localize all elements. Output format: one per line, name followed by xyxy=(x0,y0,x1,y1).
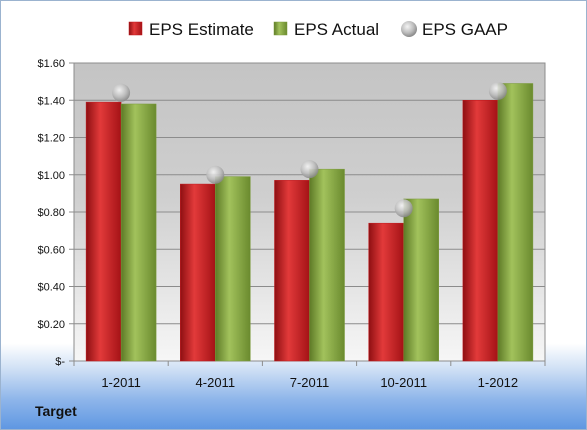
marker-eps-gaap xyxy=(206,165,225,184)
legend-entry-label: EPS Actual xyxy=(294,20,379,39)
y-tick-label: $1.00 xyxy=(37,170,65,182)
y-tick-label: $0.20 xyxy=(37,319,65,331)
y-tick-label: $1.20 xyxy=(37,133,65,145)
bars xyxy=(85,83,534,362)
marker-eps-gaap xyxy=(112,83,131,102)
bar-eps-actual xyxy=(403,198,439,362)
bar-eps-estimate xyxy=(368,222,404,362)
legend-swatch xyxy=(128,21,143,36)
y-tick-label: $1.40 xyxy=(37,95,65,107)
marker-eps-gaap xyxy=(300,160,319,179)
y-tick-label: $- xyxy=(55,356,65,368)
y-tick-label: $0.40 xyxy=(37,282,65,294)
x-tick-label: 4-2011 xyxy=(196,375,236,390)
bar-eps-actual xyxy=(497,83,534,362)
bar-eps-estimate xyxy=(274,180,310,362)
x-tick-label: 1-2011 xyxy=(101,375,141,390)
y-axis-ticks: $- $0.20 $0.40 $0.60 $0.80 $1.00 $1.20 $1.40 $1.… xyxy=(37,58,74,368)
legend-entry-label: EPS GAAP xyxy=(422,20,508,39)
y-tick-label: $0.80 xyxy=(37,207,65,219)
x-tick-label: 10-2011 xyxy=(380,375,427,390)
legend-swatch xyxy=(273,21,288,36)
bar-eps-estimate xyxy=(462,100,499,362)
bar-eps-estimate xyxy=(85,101,122,362)
y-tick-label: $0.60 xyxy=(37,244,65,256)
x-tick-label: 1-2012 xyxy=(478,375,518,390)
x-tick-label: 7-2011 xyxy=(290,375,330,390)
y-tick-label: $1.60 xyxy=(37,58,65,70)
marker-eps-gaap xyxy=(488,81,507,100)
eps-chart: $- $0.20 $0.40 $0.60 $0.80 $1.00 $1.20 $1.40 $1.… xyxy=(37,20,546,390)
x-axis-ticks: 1-2011 4-2011 7-2011 10-2011 1-2012 xyxy=(73,361,546,390)
legend: EPS Estimate EPS Actual EPS GAAP xyxy=(128,20,508,39)
bar-eps-actual xyxy=(215,176,251,362)
gaap-markers xyxy=(112,81,507,218)
legend-marker-eps-gaap xyxy=(401,21,417,37)
legend-entry-label: EPS Estimate xyxy=(149,20,254,39)
marker-eps-gaap xyxy=(394,199,413,218)
bar-eps-actual xyxy=(120,103,157,362)
bar-eps-estimate xyxy=(180,183,216,362)
bar-eps-actual xyxy=(309,168,345,362)
company-label: Target xyxy=(35,403,77,419)
